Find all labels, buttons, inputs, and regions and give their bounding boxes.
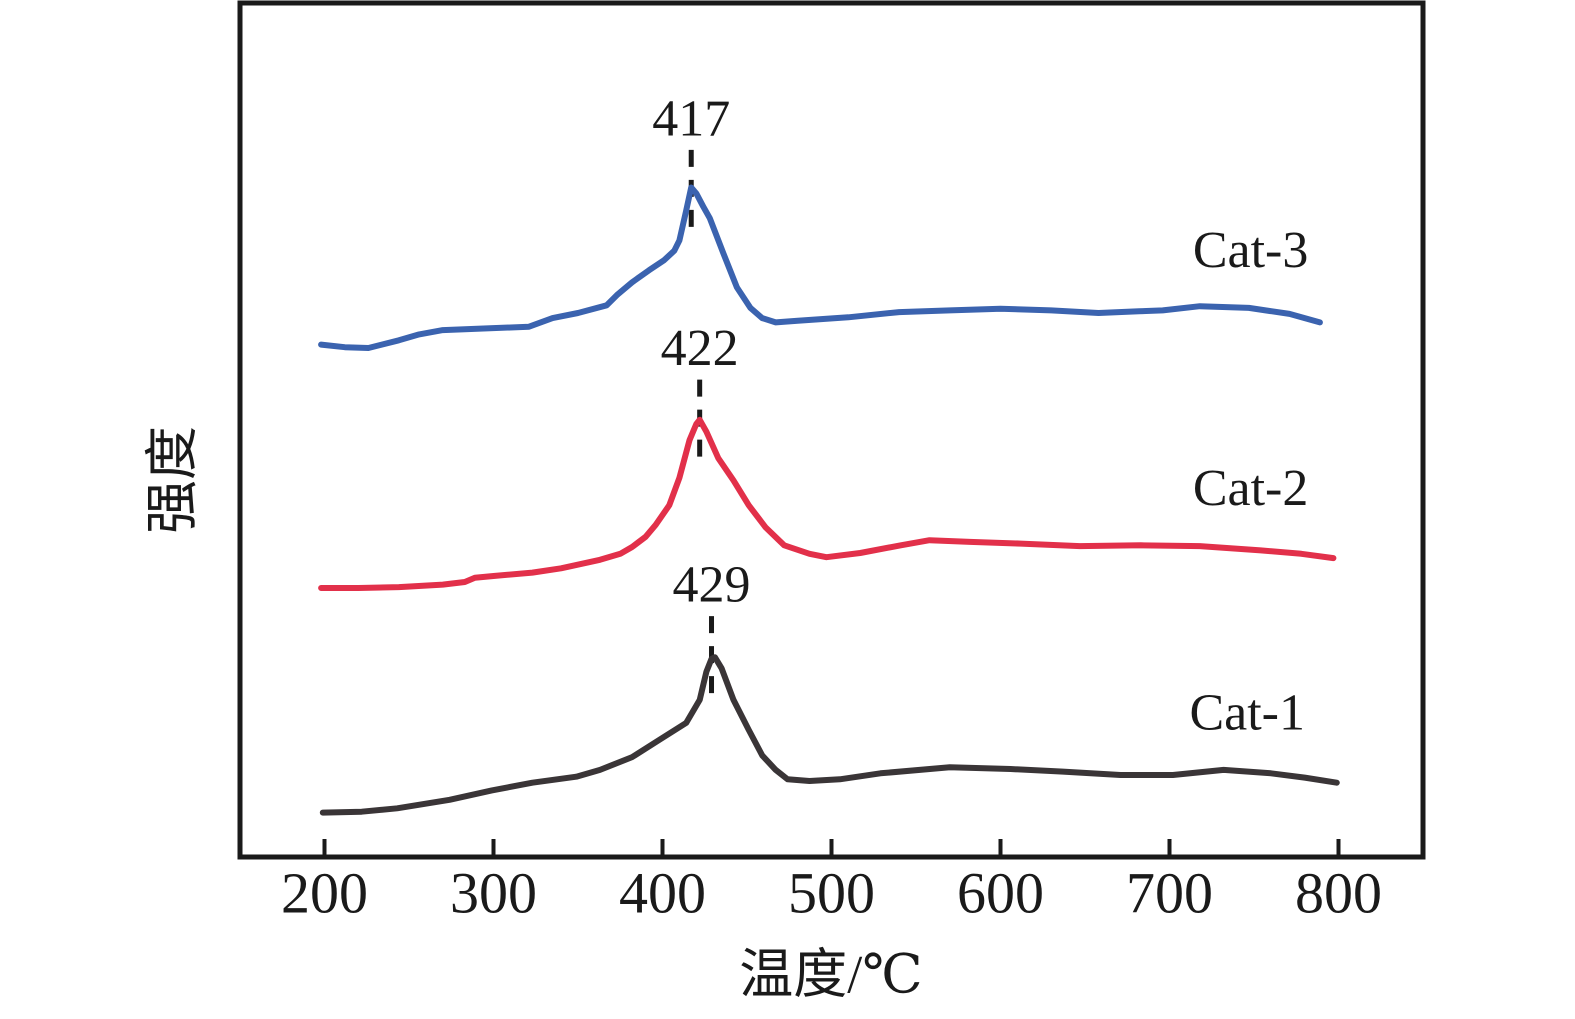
x-axis-title: 温度/℃ xyxy=(739,944,922,1004)
curve-cat-2 xyxy=(318,416,1337,591)
peak-label: 429 xyxy=(673,557,751,614)
series-labels: Cat-3 Cat-2 Cat-1 xyxy=(1189,222,1308,742)
x-tick-label: 300 xyxy=(450,860,537,925)
x-tick-label: 700 xyxy=(1126,860,1213,925)
x-axis-tick-labels: 200 300 400 500 600 700 800 xyxy=(281,860,1382,925)
x-tick-label: 200 xyxy=(281,860,368,925)
x-tick-label: 800 xyxy=(1295,860,1382,925)
x-tick-label: 400 xyxy=(619,860,706,925)
peak-labels: 417 422 429 xyxy=(652,90,750,613)
y-axis-title: 强度 xyxy=(142,426,202,534)
peak-label: 417 xyxy=(652,90,730,147)
x-tick-label: 600 xyxy=(957,860,1044,925)
curve-cat-3 xyxy=(318,184,1323,351)
series-label-cat-1: Cat-1 xyxy=(1189,685,1305,742)
series-label-cat-3: Cat-3 xyxy=(1193,222,1309,279)
x-tick-label: 500 xyxy=(788,860,875,925)
x-axis-ticks xyxy=(322,839,1341,857)
peak-label: 422 xyxy=(661,320,739,377)
series-label-cat-2: Cat-2 xyxy=(1193,460,1309,517)
curve-cat-1 xyxy=(319,654,1340,816)
curves-group xyxy=(318,184,1340,816)
